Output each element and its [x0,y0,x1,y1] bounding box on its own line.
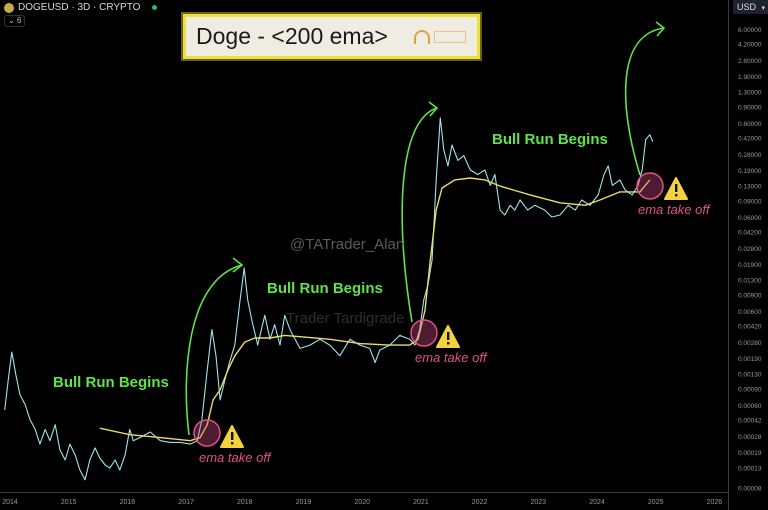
title-banner: Doge - <200 ema> [181,12,482,61]
arrow-head-icon [232,257,244,273]
x-tick-label: 2020 [354,499,370,506]
x-tick-label: 2021 [413,499,429,506]
y-tick-label: 0.09000 [738,198,762,205]
bull-run-label-2017: Bull Run Begins [53,374,169,391]
symbol-header[interactable]: DOGEUSD · 3D · CRYPTO [4,2,158,13]
bull-run-label-2025: Bull Run Begins [492,131,608,148]
indicators-toggle[interactable]: ⌄ 6 [4,15,26,27]
y-tick-label: 0.00190 [738,356,762,363]
x-tick-label: 2016 [120,499,136,506]
warning-triangle-icon [220,425,244,448]
symbol-label: DOGEUSD · 3D · CRYPTO [18,2,141,13]
watermark-handle: @TATrader_Alan [290,236,405,253]
y-tick-label: 0.00130 [738,371,762,378]
indicator-count: 6 [16,16,22,25]
y-tick-label: 0.00420 [738,324,762,331]
x-tick-label: 2015 [61,499,77,506]
warning-triangle-icon [664,177,688,200]
annotation-layer [185,21,688,448]
currency-label: USD [737,2,757,12]
y-tick-label: 0.00900 [738,292,762,299]
y-tick-label: 0.42000 [738,136,762,143]
y-tick-label: 0.04200 [738,230,762,237]
arrow-head-icon [655,21,666,37]
bull-run-arrow-2017 [185,264,243,436]
x-tick-label: 2018 [237,499,253,506]
y-tick-label: 0.00019 [738,450,762,457]
bull-run-arrow-2021 [401,107,438,323]
y-axis[interactable]: 6.00000 4.20000 2.80000 1.90000 1.30000 0.900… [738,27,762,492]
brand-logo-text-icon [433,30,466,43]
market-status-icon [152,5,158,10]
ema-takeoff-label-2017: ema take off [199,450,271,465]
doge-coin-icon [4,2,14,13]
bull-run-label-2021: Bull Run Begins [267,280,383,297]
brand-logo-icon [413,29,430,44]
x-tick-label: 2025 [648,499,664,506]
y-tick-label: 0.00600 [738,309,762,316]
x-tick-label: 2026 [707,499,723,506]
ema-takeoff-label-2021: ema take off [415,350,487,365]
y-tick-label: 0.00013 [738,465,762,472]
y-tick-label: 1.30000 [738,89,762,96]
ema-takeoff-label-2024: ema take off [638,202,710,217]
y-tick-label: 0.06000 [738,215,762,222]
chevron-down-icon: ▾ [761,5,766,12]
y-tick-label: 0.90000 [738,104,762,111]
y-tick-label: 0.00028 [738,434,762,441]
y-tick-label: 0.19000 [738,168,762,175]
watermark-brand: Trader Tardigrade [286,310,405,327]
y-tick-label: 0.02800 [738,246,762,253]
y-tick-label: 0.00280 [738,340,762,347]
ema-takeoff-circle-2017 [193,419,221,447]
y-tick-label: 0.00060 [738,403,762,410]
series-layer [4,117,654,481]
x-tick-label: 2024 [589,499,605,506]
y-tick-label: 0.01900 [738,262,762,269]
y-tick-label: 2.80000 [738,58,762,65]
price-line [4,117,654,481]
ema-takeoff-circle-2021 [410,319,438,347]
y-tick-label: 0.28000 [738,152,762,159]
ema-200-line [99,177,651,442]
x-tick-label: 2023 [531,499,547,506]
y-tick-label: 0.00008 [738,485,762,492]
arrow-head-icon [428,101,439,117]
warning-triangle-icon [436,325,460,348]
chart-title: Doge - <200 ema> [196,23,388,49]
y-tick-label: 0.00090 [738,386,762,393]
x-tick-label: 2017 [178,499,194,506]
y-tick-label: 0.00042 [738,418,762,425]
x-tick-label: 2022 [472,499,488,506]
y-tick-label: 1.90000 [738,74,762,81]
ema-takeoff-circle-2024 [636,172,664,200]
currency-select[interactable]: USD ▾ [733,0,768,14]
x-tick-label: 2019 [296,499,312,506]
y-tick-label: 0.01300 [738,277,762,284]
y-tick-label: 0.60000 [738,121,762,128]
bull-run-arrow-2025 [624,27,665,176]
y-tick-label: 6.00000 [738,27,762,34]
x-tick-label: 2014 [2,499,18,506]
y-tick-label: 4.20000 [738,42,762,49]
x-axis[interactable]: 2014 2015 2016 2017 2018 2019 2020 2021 2022 2023… [2,499,722,506]
y-tick-label: 0.13000 [738,183,762,190]
